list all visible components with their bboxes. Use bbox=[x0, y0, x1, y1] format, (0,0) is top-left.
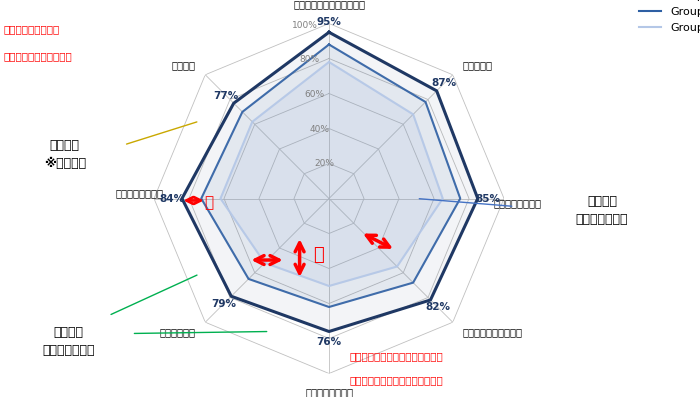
Text: 20%: 20% bbox=[314, 159, 334, 168]
Line: Group2: Group2 bbox=[202, 44, 461, 307]
Text: 95%: 95% bbox=[316, 17, 342, 27]
Group2 bbox=[238, 110, 246, 114]
Text: 健康意識: 健康意識 bbox=[172, 60, 195, 70]
Group2 bbox=[197, 196, 206, 201]
Group3 bbox=[438, 196, 447, 201]
Text: 健康経営推進度の高い企機ほど、: 健康経営推進度の高い企機ほど、 bbox=[350, 351, 444, 361]
Text: 80%: 80% bbox=[300, 55, 320, 64]
Polygon shape bbox=[220, 62, 442, 286]
Text: 理念や推進体制は整えられている: 理念や推進体制は整えられている bbox=[350, 375, 444, 385]
Group3 bbox=[325, 60, 333, 64]
Text: 60%: 60% bbox=[304, 90, 324, 99]
Group1 bbox=[325, 329, 333, 334]
Text: 小: 小 bbox=[204, 195, 214, 210]
Text: 経営目標としての位置づけ: 経営目標としての位置づけ bbox=[293, 0, 365, 10]
Text: 84%: 84% bbox=[159, 193, 184, 204]
Group1 bbox=[433, 89, 441, 93]
Group3 bbox=[248, 119, 256, 124]
Text: 大: 大 bbox=[313, 246, 324, 264]
Group2 bbox=[421, 100, 430, 104]
Text: 健康風土
※無形資源: 健康風土 ※無形資源 bbox=[43, 139, 86, 170]
Text: 40%: 40% bbox=[309, 125, 329, 134]
Group3 bbox=[260, 260, 269, 265]
Text: 管理職研修の実施: 管理職研修の実施 bbox=[305, 387, 353, 397]
Polygon shape bbox=[182, 32, 477, 331]
Text: 77%: 77% bbox=[214, 91, 239, 101]
Text: 87%: 87% bbox=[431, 79, 456, 89]
Group1 bbox=[230, 101, 238, 106]
Group3 bbox=[393, 264, 401, 269]
Text: 79%: 79% bbox=[211, 299, 237, 309]
Text: 100%: 100% bbox=[292, 21, 318, 30]
Group2 bbox=[244, 277, 253, 281]
Group3 bbox=[216, 196, 225, 201]
Text: 82%: 82% bbox=[426, 303, 450, 312]
Group1 bbox=[473, 196, 482, 201]
Group1 bbox=[426, 298, 435, 303]
Text: 健康投資量: 健康投資量 bbox=[463, 60, 493, 70]
Group1 bbox=[227, 294, 235, 299]
Group3 bbox=[325, 283, 333, 288]
Line: Group3: Group3 bbox=[220, 62, 442, 286]
Text: 76%: 76% bbox=[316, 337, 342, 347]
Group3 bbox=[325, 60, 333, 64]
Text: 無形資材の蓄積は、: 無形資材の蓄積は、 bbox=[4, 24, 60, 34]
Text: 管理職の関与: 管理職の関与 bbox=[160, 327, 195, 337]
Text: 健康に関する会話: 健康に関する会話 bbox=[116, 189, 164, 198]
Group1 bbox=[325, 30, 333, 35]
Text: 管理職の
リーダーシップ: 管理職の リーダーシップ bbox=[42, 326, 94, 357]
Group2 bbox=[325, 42, 333, 47]
Text: 経営層からの発信: 経営層からの発信 bbox=[494, 198, 542, 208]
Group2 bbox=[325, 304, 333, 309]
Line: Group1: Group1 bbox=[182, 32, 477, 331]
Legend: Group1, Group2, Group3: Group1, Group2, Group3 bbox=[634, 0, 700, 37]
Group2 bbox=[409, 280, 417, 285]
Text: 経営会議における議論: 経営会議における議論 bbox=[463, 327, 523, 337]
Group2 bbox=[325, 42, 333, 47]
Text: 管理職の
リーダーシップ: 管理職の リーダーシップ bbox=[575, 195, 629, 226]
Polygon shape bbox=[202, 44, 461, 307]
Group1 bbox=[325, 30, 333, 35]
Group2 bbox=[456, 196, 465, 201]
Text: 85%: 85% bbox=[476, 193, 500, 204]
Group1 bbox=[178, 196, 186, 201]
Group3 bbox=[409, 112, 417, 117]
Text: 推進度による差が少ない: 推進度による差が少ない bbox=[4, 52, 72, 62]
